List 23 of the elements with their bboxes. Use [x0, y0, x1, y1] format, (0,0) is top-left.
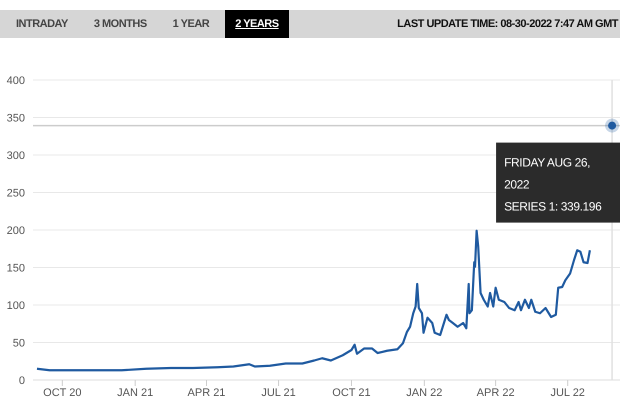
- x-tick-label: JUL 21: [261, 386, 296, 399]
- text: 2 YEARS: [225, 10, 289, 38]
- x-tick-label: OCT 21: [332, 386, 371, 399]
- x-tick-label: JUL 22: [550, 386, 585, 399]
- chart-subtitle: LAST UPDATE TIME: 08-30-2022 7:47 AM GMT: [397, 18, 620, 30]
- y-tick-label: 200: [6, 224, 25, 237]
- x-tick-label: APR 22: [476, 386, 515, 399]
- y-tick-label: 350: [6, 112, 25, 124]
- y-tick-label: 100: [6, 300, 25, 312]
- x-tick-label: APR 21: [188, 386, 226, 399]
- x-tick-label: OCT 20: [43, 386, 82, 399]
- text: 1 YEAR: [172, 17, 210, 32]
- y-tick-label: 150: [6, 262, 25, 274]
- text: INTRADAY: [15, 17, 69, 32]
- y-tick-label: 50: [12, 337, 25, 350]
- x-tick-label: JAN 21: [117, 386, 154, 399]
- x-tick-label: JAN 22: [406, 386, 442, 399]
- text: 3 MONTHS: [92, 17, 148, 32]
- y-tick-label: 300: [6, 150, 25, 162]
- y-tick-label: 250: [6, 187, 25, 200]
- y-tick-label: 400: [6, 74, 25, 87]
- y-tick-label: 0: [18, 374, 25, 387]
- annotation: FRIDAY AUG 26, 2022 SERIES 1: 339.196: [504, 156, 602, 214]
